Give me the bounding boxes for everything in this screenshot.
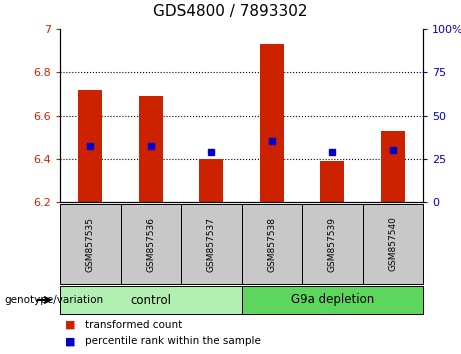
Bar [139,96,163,202]
Text: genotype/variation: genotype/variation [5,295,104,305]
Text: G9a depletion: G9a depletion [290,293,374,307]
Bar [320,161,344,202]
Text: GSM857536: GSM857536 [146,217,155,272]
Text: GSM857538: GSM857538 [267,217,276,272]
Text: percentile rank within the sample: percentile rank within the sample [85,336,261,346]
Text: control: control [130,293,171,307]
Text: GSM857537: GSM857537 [207,217,216,272]
Text: ■: ■ [65,336,75,346]
Text: GSM857539: GSM857539 [328,217,337,272]
Bar [199,159,223,202]
Text: GSM857535: GSM857535 [86,217,95,272]
Bar [78,90,102,202]
Text: GDS4800 / 7893302: GDS4800 / 7893302 [153,4,308,19]
Text: GSM857540: GSM857540 [388,217,397,272]
Text: ■: ■ [65,320,75,330]
Text: transformed count: transformed count [85,320,183,330]
Bar [381,131,405,202]
Bar [260,44,284,202]
